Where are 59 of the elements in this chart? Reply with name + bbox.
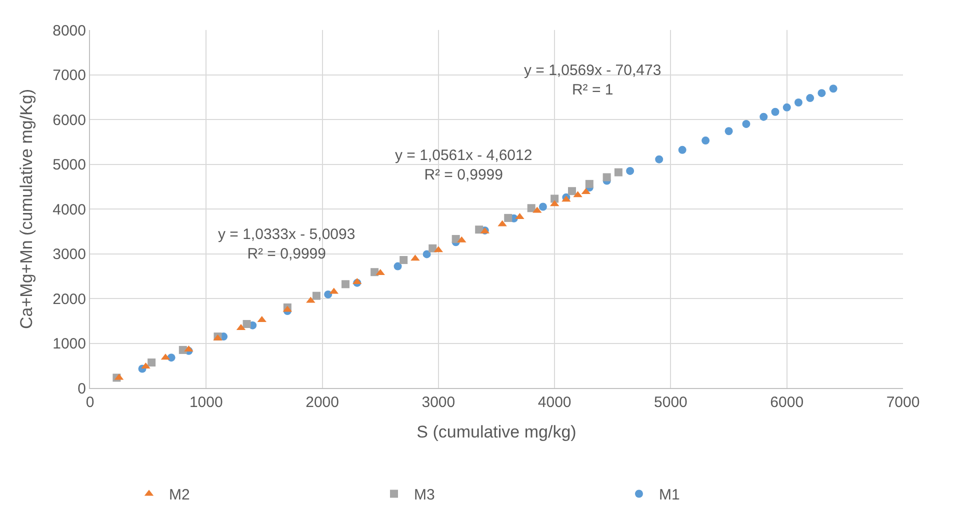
x-tick-label: 6000 bbox=[770, 394, 804, 411]
point bbox=[655, 155, 664, 164]
x-tick-label: 4000 bbox=[538, 394, 572, 411]
point bbox=[782, 103, 791, 112]
point bbox=[771, 108, 780, 116]
y-tick-label: 2000 bbox=[52, 290, 86, 308]
legend-label: M3 bbox=[414, 486, 435, 504]
x-tick-label: 7000 bbox=[886, 394, 920, 411]
x-tick-label: 2000 bbox=[306, 394, 339, 411]
y-tick-label: 1000 bbox=[52, 336, 86, 352]
point bbox=[702, 136, 710, 145]
x-tick-label: 3000 bbox=[422, 394, 456, 411]
point bbox=[422, 250, 431, 258]
point bbox=[585, 180, 594, 188]
legend-label: M2 bbox=[169, 486, 190, 504]
point bbox=[452, 234, 460, 243]
y-axis-title: Ca+Mg+Mn (cumulative mg/Kg) bbox=[17, 89, 36, 329]
point bbox=[475, 226, 484, 234]
point bbox=[400, 256, 408, 264]
point bbox=[678, 146, 686, 154]
y-tick-label: 3000 bbox=[52, 246, 86, 263]
y-tick-label: 7000 bbox=[52, 67, 86, 84]
legend-label: M1 bbox=[659, 486, 680, 504]
point bbox=[829, 84, 838, 93]
y-tick-label: 5000 bbox=[52, 156, 86, 174]
point bbox=[242, 320, 251, 328]
annotation: y = 1,0569x - 70,473 R² = 1 bbox=[524, 62, 662, 98]
point bbox=[602, 173, 611, 182]
point bbox=[818, 89, 826, 98]
point bbox=[312, 292, 320, 300]
point bbox=[614, 168, 622, 176]
point bbox=[394, 262, 402, 270]
point bbox=[724, 127, 733, 136]
point bbox=[626, 166, 634, 175]
x-axis-title: S (cumulative mg/kg) bbox=[416, 422, 576, 442]
point bbox=[742, 120, 750, 128]
annotation: y = 1,0561x - 4,6012 R² = 0,9999 bbox=[395, 147, 532, 184]
y-tick-label: 4000 bbox=[52, 201, 86, 218]
point bbox=[504, 214, 512, 222]
point bbox=[370, 268, 379, 276]
point bbox=[550, 194, 559, 203]
point bbox=[760, 112, 768, 121]
point bbox=[527, 204, 536, 212]
point bbox=[794, 98, 802, 106]
point bbox=[167, 354, 176, 362]
y-tick-label: 8000 bbox=[52, 22, 86, 40]
annotation: y = 1,0333x - 5,0093 R² = 0,9999 bbox=[218, 226, 356, 262]
y-tick-label: 6000 bbox=[52, 112, 86, 129]
point bbox=[324, 290, 332, 298]
point bbox=[428, 244, 437, 252]
point bbox=[148, 358, 156, 366]
x-tick-label: 1000 bbox=[189, 394, 223, 411]
point bbox=[538, 202, 547, 211]
point bbox=[178, 346, 187, 354]
point bbox=[568, 187, 576, 196]
x-tick-label: 5000 bbox=[654, 394, 688, 411]
y-tick-label: 0 bbox=[78, 380, 86, 398]
point bbox=[342, 280, 350, 288]
point bbox=[806, 94, 814, 102]
